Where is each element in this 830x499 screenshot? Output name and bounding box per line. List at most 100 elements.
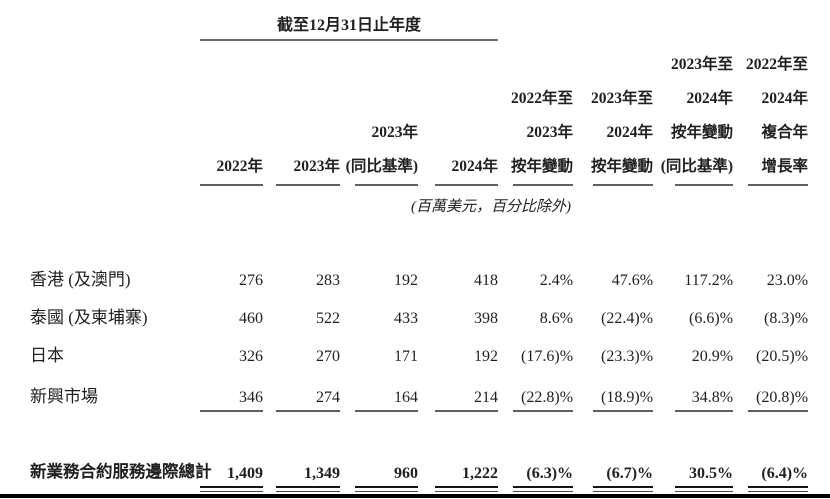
period-header: 截至12月31日止年度 xyxy=(200,0,499,41)
value-cell: 214 xyxy=(418,370,499,412)
value-cell: 346 xyxy=(200,370,263,412)
col-header-line: 2023年 xyxy=(371,124,418,141)
col-header-line: 2024年 xyxy=(761,90,809,107)
total-double-rule xyxy=(355,486,418,492)
value-text: 30.5% xyxy=(689,465,734,482)
subtotal-rule xyxy=(593,410,654,412)
value-cell: 283 xyxy=(316,272,340,289)
page-bottom-border xyxy=(0,494,830,498)
col-header-line: 按年變動 xyxy=(591,158,654,175)
col-header-2022: 2022年 xyxy=(200,40,263,186)
col-header-2023: 2023年 xyxy=(263,40,340,186)
total-value-cell: (6.4)% xyxy=(733,452,809,492)
value-cell: 8.6% xyxy=(539,310,574,327)
column-underline xyxy=(276,184,340,186)
value-cell: 23.0% xyxy=(766,272,809,289)
new-business-csm-table: 截至12月31日止年度 2022年 2023年 2023年 (同比基準) 202… xyxy=(30,0,809,492)
total-value-cell: (6.3)% xyxy=(498,452,574,492)
value-text: (22.8)% xyxy=(521,389,574,406)
value-text: (18.9)% xyxy=(601,389,654,406)
value-cell: 34.8% xyxy=(653,370,734,412)
value-cell: (20.8)% xyxy=(733,370,809,412)
row-label: 新興市場 xyxy=(30,387,98,406)
column-underline xyxy=(513,184,574,186)
subtotal-rule xyxy=(675,410,734,412)
col-header-yoy-2023-2024: 2023年至 2024年 按年變動 xyxy=(573,40,654,186)
value-cell: 398 xyxy=(474,310,499,327)
table-row-emerging-markets: 新興市場 346 274 164 214 (22.8)% (18.9)% 34.… xyxy=(30,370,809,412)
value-cell: (23.3)% xyxy=(601,348,654,365)
value-cell: 192 xyxy=(394,272,418,289)
column-underline xyxy=(435,184,499,186)
subtotal-rule xyxy=(748,410,809,412)
col-header-line: 2022年至 xyxy=(746,56,809,73)
col-header-line: 2023年至 xyxy=(591,90,654,107)
column-underline xyxy=(593,184,654,186)
total-value-cell: 1,222 xyxy=(418,452,499,492)
value-cell: 276 xyxy=(239,272,263,289)
subtotal-rule xyxy=(435,410,499,412)
spacer-row xyxy=(30,412,808,452)
value-text: (6.3)% xyxy=(526,465,574,482)
column-header-row: 2022年 2023年 2023年 (同比基準) 2024年 2022年至 20… xyxy=(30,40,809,186)
col-header-line: 2022年 xyxy=(216,158,263,175)
total-value-cell: 1,409 xyxy=(200,452,263,492)
value-cell: 274 xyxy=(263,370,340,412)
col-header-line: (同比基準) xyxy=(345,158,418,175)
total-value-cell: (6.7)% xyxy=(573,452,654,492)
table-row-hongkong: 香港 (及澳門) 276 283 192 418 2.4% 47.6% 117.… xyxy=(30,256,808,294)
total-double-rule xyxy=(675,486,734,492)
value-cell: 47.6% xyxy=(611,272,654,289)
value-cell: (20.5)% xyxy=(756,348,809,365)
value-text: (20.8)% xyxy=(756,389,809,406)
total-double-rule xyxy=(593,486,654,492)
value-text: 1,222 xyxy=(462,465,499,482)
col-header-line: 按年變動 xyxy=(671,124,734,141)
value-cell: (8.3)% xyxy=(764,310,809,327)
total-double-rule xyxy=(748,486,809,492)
row-label: 香港 (及澳門) xyxy=(30,270,131,289)
subtotal-rule xyxy=(355,410,418,412)
value-cell: 2.4% xyxy=(539,272,574,289)
value-cell: (22.4)% xyxy=(601,310,654,327)
spacer-cell xyxy=(30,0,200,40)
value-text: 164 xyxy=(394,389,418,406)
col-header-line: 2024年 xyxy=(606,124,654,141)
col-header-yoy-rebased: 2023年至 2024年 按年變動 (同比基準) xyxy=(653,40,734,186)
value-text: 346 xyxy=(239,389,263,406)
row-label: 泰國 (及柬埔寨) xyxy=(30,308,148,327)
col-header-yoy-2022-2023: 2022年至 2023年 按年變動 xyxy=(498,40,574,186)
value-cell: 192 xyxy=(474,348,499,365)
value-cell: (22.8)% xyxy=(498,370,574,412)
col-header-2023-rebased: 2023年 (同比基準) xyxy=(340,40,418,186)
column-underline xyxy=(748,184,809,186)
spacer-cell xyxy=(498,0,808,40)
col-header-line: 2024年 xyxy=(451,158,499,175)
total-value-cell: 30.5% xyxy=(653,452,734,492)
value-text: 274 xyxy=(316,389,340,406)
value-cell: 418 xyxy=(474,272,499,289)
col-header-line: 2024年 xyxy=(686,90,734,107)
value-cell: 117.2% xyxy=(684,272,734,289)
column-underline xyxy=(200,184,263,186)
col-header-line: 增長率 xyxy=(761,158,809,175)
value-text: (6.7)% xyxy=(606,465,654,482)
value-cell: (17.6)% xyxy=(521,348,574,365)
col-header-line: 2023年至 xyxy=(671,56,734,73)
column-underline xyxy=(355,184,418,186)
value-text: 1,409 xyxy=(227,465,263,482)
unit-note: (百萬美元，百分比除外) xyxy=(411,199,571,215)
value-text: (6.4)% xyxy=(761,465,809,482)
col-header-line: 按年變動 xyxy=(511,158,574,175)
table-row-japan: 日本 326 270 171 192 (17.6)% (23.3)% 20.9%… xyxy=(30,332,808,370)
value-cell: (6.6)% xyxy=(689,310,734,327)
subtotal-rule xyxy=(513,410,574,412)
total-double-rule xyxy=(513,486,574,492)
total-value-cell: 960 xyxy=(340,452,418,492)
value-cell: 460 xyxy=(239,310,263,327)
column-underline xyxy=(675,184,734,186)
value-cell: 164 xyxy=(340,370,418,412)
col-header-line: (同比基準) xyxy=(660,158,734,175)
value-cell: (18.9)% xyxy=(573,370,654,412)
